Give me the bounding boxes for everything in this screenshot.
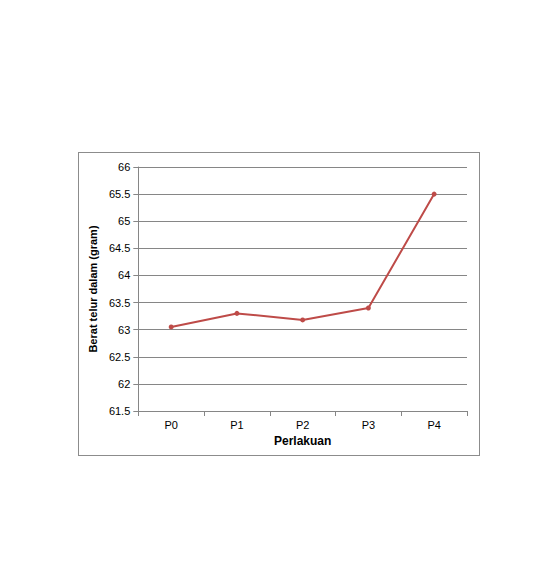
svg-text:P2: P2	[296, 419, 309, 431]
svg-text:66: 66	[118, 161, 130, 173]
svg-text:P1: P1	[230, 419, 243, 431]
svg-text:63: 63	[118, 324, 130, 336]
svg-text:65: 65	[118, 215, 130, 227]
svg-text:62: 62	[118, 378, 130, 390]
svg-text:63.5: 63.5	[109, 297, 130, 309]
svg-text:P3: P3	[362, 419, 375, 431]
svg-text:P4: P4	[427, 419, 440, 431]
svg-text:64.5: 64.5	[109, 242, 130, 254]
svg-text:61.5: 61.5	[109, 405, 130, 417]
svg-text:64: 64	[118, 269, 130, 281]
svg-text:62.5: 62.5	[109, 351, 130, 363]
svg-text:P0: P0	[164, 419, 177, 431]
svg-text:Perlakuan: Perlakuan	[274, 434, 331, 448]
svg-text:Berat telur dalam (gram): Berat telur dalam (gram)	[87, 225, 99, 352]
svg-text:65.5: 65.5	[109, 188, 130, 200]
